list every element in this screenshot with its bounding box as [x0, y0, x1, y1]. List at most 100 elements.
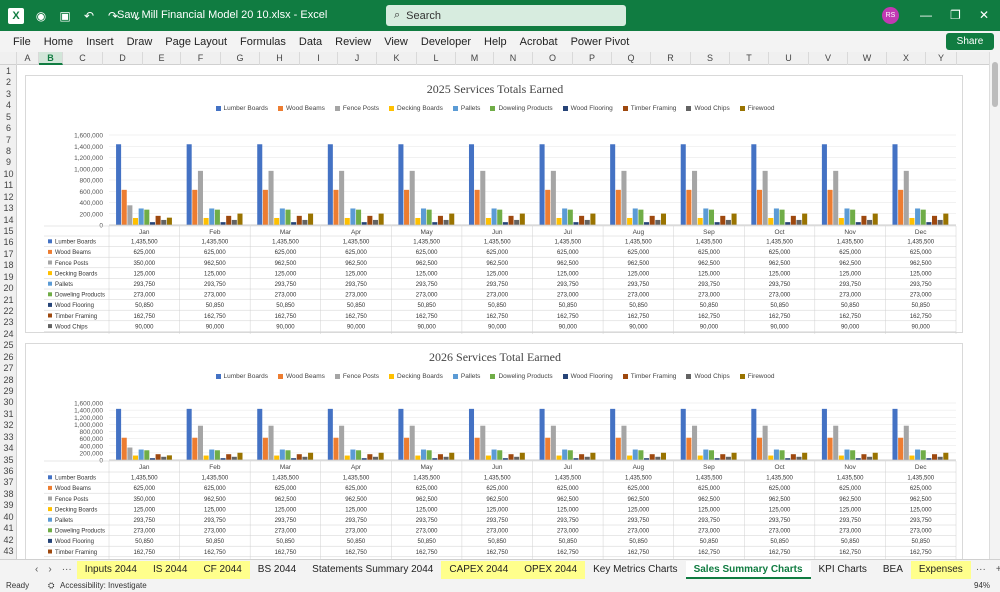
- column-header-V[interactable]: V: [809, 52, 848, 65]
- menu-acrobat[interactable]: Acrobat: [519, 35, 558, 48]
- bar-fence-posts-nov[interactable]: [833, 425, 839, 460]
- avatar[interactable]: RS: [882, 7, 899, 24]
- bar-pallets-apr[interactable]: [350, 208, 356, 225]
- bar-firewood-may[interactable]: [449, 213, 455, 225]
- row-header-43[interactable]: 43: [3, 546, 14, 557]
- bar-wood-flooring-feb[interactable]: [220, 458, 226, 460]
- bar-decking-boards-dec[interactable]: [909, 217, 915, 225]
- bar-fence-posts-jul[interactable]: [550, 170, 556, 225]
- bar-doweling-products-feb[interactable]: [214, 209, 220, 225]
- bar-doweling-products-dec[interactable]: [920, 209, 926, 225]
- bar-wood-beams-mar[interactable]: [262, 189, 268, 225]
- bar-timber-framing-jun[interactable]: [508, 454, 514, 460]
- bar-wood-flooring-aug[interactable]: [644, 222, 650, 225]
- bar-fence-posts-feb[interactable]: [197, 170, 203, 225]
- tabs-more-left-button[interactable]: ···: [61, 564, 72, 575]
- bar-doweling-products-feb[interactable]: [214, 450, 220, 460]
- column-header-G[interactable]: G: [221, 52, 260, 65]
- bar-wood-beams-nov[interactable]: [827, 437, 833, 460]
- row-header-18[interactable]: 18: [3, 260, 14, 271]
- accessibility-status[interactable]: Accessibility: Investigate: [60, 581, 147, 590]
- bar-fence-posts-jan[interactable]: [127, 205, 133, 225]
- bar-pallets-dec[interactable]: [915, 449, 921, 460]
- bar-wood-chips-apr[interactable]: [372, 219, 379, 225]
- bar-wood-chips-aug[interactable]: [655, 456, 661, 460]
- bar-timber-framing-apr[interactable]: [367, 215, 373, 225]
- menu-data[interactable]: Data: [298, 35, 323, 48]
- customize-qat-icon[interactable]: ⌄: [131, 8, 143, 23]
- bar-wood-beams-apr[interactable]: [333, 437, 339, 460]
- vertical-scrollbar[interactable]: [989, 52, 1000, 559]
- bar-doweling-products-oct[interactable]: [779, 209, 785, 225]
- bar-firewood-aug[interactable]: [660, 213, 667, 225]
- column-header-W[interactable]: W: [848, 52, 887, 65]
- bar-wood-flooring-nov[interactable]: [855, 458, 861, 460]
- column-header-P[interactable]: P: [573, 52, 612, 65]
- bar-lumber-boards-jun[interactable]: [468, 408, 475, 460]
- column-header-H[interactable]: H: [260, 52, 300, 65]
- bar-lumber-boards-may[interactable]: [398, 144, 404, 225]
- bar-timber-framing-apr[interactable]: [367, 454, 373, 460]
- row-header-41[interactable]: 41: [3, 523, 14, 534]
- undo-icon[interactable]: ↶: [83, 8, 95, 23]
- bar-pallets-sep[interactable]: [703, 449, 709, 460]
- menu-developer[interactable]: Developer: [420, 35, 472, 48]
- zoom-level[interactable]: 94%: [974, 581, 991, 590]
- bar-timber-framing-jul[interactable]: [579, 215, 585, 225]
- bar-timber-framing-mar[interactable]: [296, 215, 302, 225]
- bar-decking-boards-jan[interactable]: [132, 217, 139, 225]
- bar-pallets-feb[interactable]: [209, 208, 215, 225]
- bar-fence-posts-sep[interactable]: [692, 425, 698, 460]
- row-header-24[interactable]: 24: [3, 328, 14, 339]
- bar-wood-chips-feb[interactable]: [231, 219, 237, 225]
- bar-wood-chips-feb[interactable]: [231, 456, 237, 460]
- bar-lumber-boards-dec[interactable]: [892, 144, 898, 225]
- bar-fence-posts-jun[interactable]: [480, 425, 486, 460]
- bar-wood-beams-apr[interactable]: [333, 189, 339, 225]
- column-header-C[interactable]: C: [63, 52, 103, 65]
- row-header-16[interactable]: 16: [3, 237, 14, 248]
- menu-insert[interactable]: Insert: [86, 35, 114, 48]
- sheet-tab-kpi-charts[interactable]: KPI Charts: [818, 563, 867, 575]
- bar-doweling-products-jul[interactable]: [567, 450, 573, 460]
- bar-firewood-jul[interactable]: [590, 452, 596, 460]
- bar-doweling-products-jan[interactable]: [144, 450, 150, 460]
- bar-fence-posts-sep[interactable]: [692, 170, 698, 225]
- menu-power-pivot[interactable]: Power Pivot: [570, 35, 630, 48]
- chart-2026[interactable]: 2026 Services Total Earned Lumber Boards…: [25, 343, 963, 559]
- bar-lumber-boards-nov[interactable]: [821, 408, 827, 460]
- row-header-15[interactable]: 15: [3, 226, 14, 237]
- bar-pallets-oct[interactable]: [773, 208, 779, 225]
- column-header-D[interactable]: D: [103, 52, 143, 65]
- bar-wood-flooring-nov[interactable]: [855, 222, 861, 225]
- bar-wood-flooring-feb[interactable]: [220, 222, 226, 225]
- bar-firewood-dec[interactable]: [943, 452, 949, 460]
- menu-page-layout[interactable]: Page Layout: [165, 35, 228, 48]
- row-header-36[interactable]: 36: [3, 466, 14, 477]
- bar-doweling-products-may[interactable]: [426, 450, 432, 460]
- bar-firewood-aug[interactable]: [660, 452, 667, 460]
- bar-doweling-products-nov[interactable]: [850, 450, 856, 460]
- bar-wood-chips-nov[interactable]: [867, 219, 873, 225]
- bar-decking-boards-nov[interactable]: [838, 217, 844, 225]
- bar-fence-posts-jul[interactable]: [550, 425, 556, 460]
- row-header-10[interactable]: 10: [3, 168, 14, 179]
- bar-firewood-sep[interactable]: [731, 213, 737, 225]
- column-header-O[interactable]: O: [533, 52, 573, 65]
- sheet-tab-key-metrics-charts[interactable]: Key Metrics Charts: [593, 563, 678, 575]
- column-header-Q[interactable]: Q: [612, 52, 651, 65]
- bar-wood-flooring-jul[interactable]: [573, 458, 579, 460]
- close-icon[interactable]: ✕: [979, 8, 990, 22]
- bar-doweling-products-apr[interactable]: [356, 450, 362, 460]
- column-header-A[interactable]: A: [17, 52, 39, 65]
- bar-pallets-jun[interactable]: [491, 208, 497, 225]
- select-all-corner[interactable]: [0, 52, 17, 65]
- share-button[interactable]: Share: [946, 33, 994, 50]
- bar-pallets-feb[interactable]: [209, 449, 215, 460]
- bar-wood-chips-nov[interactable]: [867, 456, 873, 460]
- bar-firewood-mar[interactable]: [308, 213, 314, 225]
- column-header-U[interactable]: U: [769, 52, 809, 65]
- bar-decking-boards-jan[interactable]: [132, 455, 139, 460]
- bar-wood-flooring-aug[interactable]: [644, 458, 650, 460]
- bar-decking-boards-jun[interactable]: [485, 217, 491, 225]
